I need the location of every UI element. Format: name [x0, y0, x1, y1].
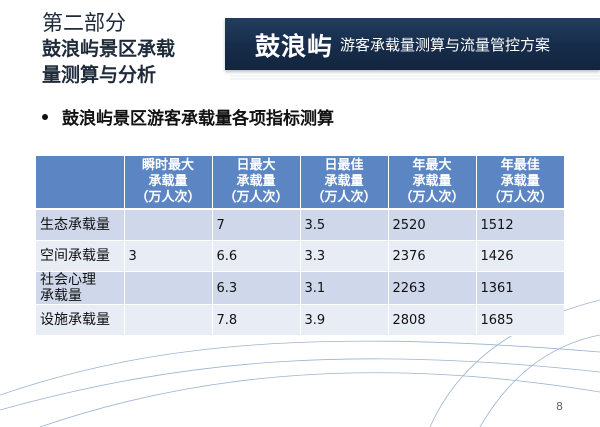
table-cell: 3	[124, 240, 213, 272]
row-label: 空间承载量	[36, 240, 125, 272]
table-cell: 1426	[476, 240, 564, 272]
table-cell: 2808	[388, 304, 477, 336]
column-header: 日最大 承载量 （万人次）	[212, 156, 301, 210]
section-title: 第二部分 鼓浪屿景区承载 量测算与分析	[42, 10, 222, 88]
table-body: 生态承载量 7 3.5 2520 1512 空间承载量 3 6.6 3.3 2376 1426 社会心…	[36, 209, 564, 336]
table-cell: 3.1	[300, 271, 389, 305]
table-cell: 6.6	[212, 240, 301, 272]
table-header-row: 瞬时最大 承载量 （万人次） 日最大 承载量 （万人次） 日最佳 承载量 （万人次）…	[36, 156, 564, 210]
table-row: 设施承载量 7.8 3.9 2808 1685	[36, 304, 564, 336]
column-header: 年最佳 承载量 （万人次）	[476, 156, 564, 210]
bullet-heading-text: 鼓浪屿景区游客承载量各项指标测算	[62, 109, 334, 129]
section-title-line2: 鼓浪屿景区承载	[42, 38, 176, 60]
column-header	[36, 156, 125, 210]
table-cell: 2263	[388, 271, 477, 305]
row-label: 社会心理 承载量	[36, 271, 125, 305]
row-label: 生态承载量	[36, 209, 125, 241]
banner-subtitle: 游客承载量测算与流量管控方案	[340, 36, 551, 54]
table-row: 社会心理 承载量 6.3 3.1 2263 1361	[36, 271, 564, 305]
table-cell: 1512	[476, 209, 564, 241]
column-header: 日最佳 承载量 （万人次）	[300, 156, 389, 210]
table-cell: 7.8	[212, 304, 301, 336]
section-title-line3: 量测算与分析	[42, 64, 157, 86]
banner-brand: 鼓浪屿	[255, 32, 334, 61]
bullet-dot-icon	[42, 113, 48, 120]
table-cell	[124, 209, 213, 241]
header-banner: 鼓浪屿 游客承载量测算与流量管控方案	[225, 18, 600, 70]
table-cell: 3.5	[300, 209, 389, 241]
table-cell: 2376	[388, 240, 477, 272]
table-cell	[124, 271, 213, 305]
table-cell: 2520	[388, 209, 477, 241]
table-cell: 1361	[476, 271, 564, 305]
section-title-line1: 第二部分	[42, 11, 126, 35]
table-cell: 3.9	[300, 304, 389, 336]
column-header: 瞬时最大 承载量 （万人次）	[124, 156, 213, 210]
table-cell	[124, 304, 213, 336]
table-cell: 3.3	[300, 240, 389, 272]
bullet-heading: 鼓浪屿景区游客承载量各项指标测算	[42, 104, 334, 129]
table-cell: 6.3	[212, 271, 301, 305]
table-row: 生态承载量 7 3.5 2520 1512	[36, 209, 564, 241]
table-cell: 7	[212, 209, 301, 241]
row-label: 设施承载量	[36, 304, 125, 336]
capacity-table: 瞬时最大 承载量 （万人次） 日最大 承载量 （万人次） 日最佳 承载量 （万人次）…	[36, 156, 564, 336]
page-number: 8	[556, 400, 563, 413]
table-row: 空间承载量 3 6.6 3.3 2376 1426	[36, 240, 564, 272]
column-header: 年最大 承载量 （万人次）	[388, 156, 477, 210]
table-cell: 1685	[476, 304, 564, 336]
